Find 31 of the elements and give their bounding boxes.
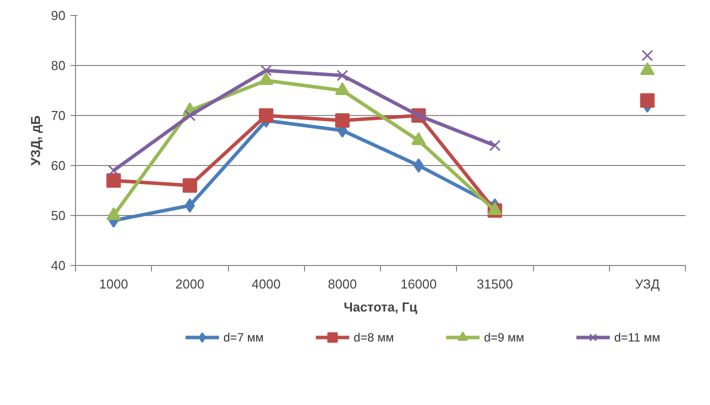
point <box>184 198 195 213</box>
x-tick-label: УЗД <box>635 276 660 292</box>
point <box>489 140 501 152</box>
y-tick-label: 40 <box>51 258 66 273</box>
point <box>336 70 348 82</box>
point <box>260 64 272 76</box>
x-tick-label: 31500 <box>476 276 513 292</box>
point <box>106 173 121 188</box>
x-tick-label: 2000 <box>175 276 204 292</box>
x-axis-title: Частота, Гц <box>344 300 418 314</box>
x-tick-label: 8000 <box>328 276 357 292</box>
point <box>414 158 424 173</box>
point <box>182 178 198 193</box>
legend-label: d=7 мм <box>223 330 264 344</box>
point <box>258 108 274 123</box>
x-tick-label: 16000 <box>400 276 437 292</box>
legend-label: d=9 мм <box>484 330 524 344</box>
legend-label: d=8 мм <box>354 330 394 344</box>
y-tick-label: 90 <box>51 8 66 23</box>
point <box>642 50 654 62</box>
y-axis-title: УЗД, дБ <box>28 115 44 166</box>
y-tick-label: 70 <box>51 108 66 123</box>
x-tick-label: 1000 <box>99 276 128 292</box>
y-tick-label: 50 <box>51 208 66 223</box>
point <box>640 93 655 108</box>
y-tick-label: 80 <box>51 58 66 73</box>
y-tick-label: 60 <box>51 158 66 173</box>
point <box>108 164 120 176</box>
legend-label: d=11 мм <box>614 330 660 344</box>
point <box>335 113 350 128</box>
x-tick-label: 4000 <box>252 276 281 292</box>
